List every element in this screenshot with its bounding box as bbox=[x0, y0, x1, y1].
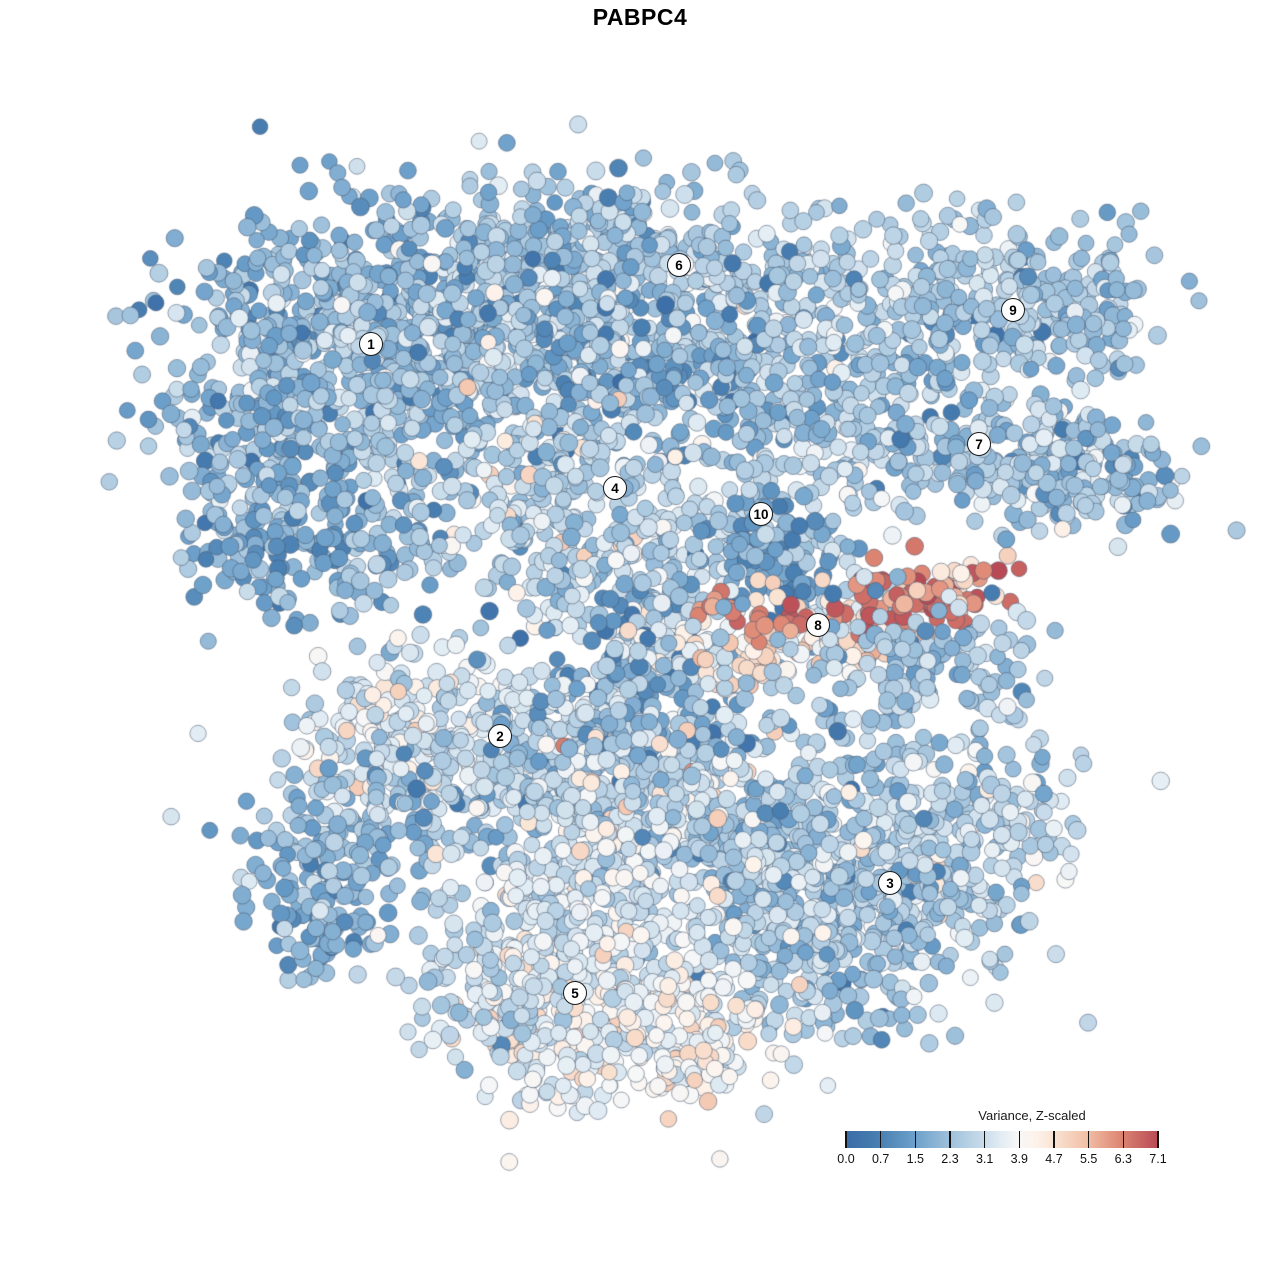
colorbar-tick bbox=[983, 1131, 986, 1148]
colorbar-tick-label: 6.3 bbox=[1114, 1152, 1133, 1166]
colorbar-tick-label: 1.5 bbox=[906, 1152, 925, 1166]
colorbar-tick-label: 7.1 bbox=[1149, 1152, 1167, 1166]
colorbar-tick bbox=[879, 1131, 882, 1148]
colorbar-tick-label: 5.5 bbox=[1079, 1152, 1098, 1166]
legend-title: Variance, Z-scaled bbox=[978, 1108, 1086, 1123]
colorbar-tick-label: 4.7 bbox=[1045, 1152, 1063, 1166]
colorbar-tick bbox=[1087, 1131, 1090, 1148]
colorbar-tick-label: 0.0 bbox=[837, 1152, 855, 1166]
cluster-label-4: 4 bbox=[603, 476, 627, 500]
cluster-label-10: 10 bbox=[749, 502, 773, 526]
cluster-label-7: 7 bbox=[967, 432, 991, 456]
colorbar-tick-label: 2.3 bbox=[941, 1152, 959, 1166]
colorbar-tick-label: 0.7 bbox=[871, 1152, 890, 1166]
colorbar-tick bbox=[1053, 1131, 1055, 1148]
cluster-label-8: 8 bbox=[806, 613, 830, 637]
colorbar-tick bbox=[1122, 1131, 1125, 1148]
cluster-label-5: 5 bbox=[563, 981, 587, 1005]
colorbar-tick-label: 3.1 bbox=[975, 1152, 994, 1166]
colorbar-tick bbox=[1157, 1131, 1159, 1148]
cluster-label-6: 6 bbox=[667, 253, 691, 277]
cluster-label-3: 3 bbox=[878, 871, 902, 895]
colorbar-gradient bbox=[845, 1131, 1159, 1148]
colorbar-tick bbox=[1018, 1131, 1021, 1148]
colorbar-tick bbox=[845, 1131, 847, 1148]
cluster-label-2: 2 bbox=[488, 724, 512, 748]
colorbar-tick-label: 3.9 bbox=[1010, 1152, 1029, 1166]
colorbar-tick bbox=[949, 1131, 951, 1148]
cluster-label-9: 9 bbox=[1001, 298, 1025, 322]
cluster-label-1: 1 bbox=[359, 332, 383, 356]
colorbar-tick bbox=[914, 1131, 917, 1148]
